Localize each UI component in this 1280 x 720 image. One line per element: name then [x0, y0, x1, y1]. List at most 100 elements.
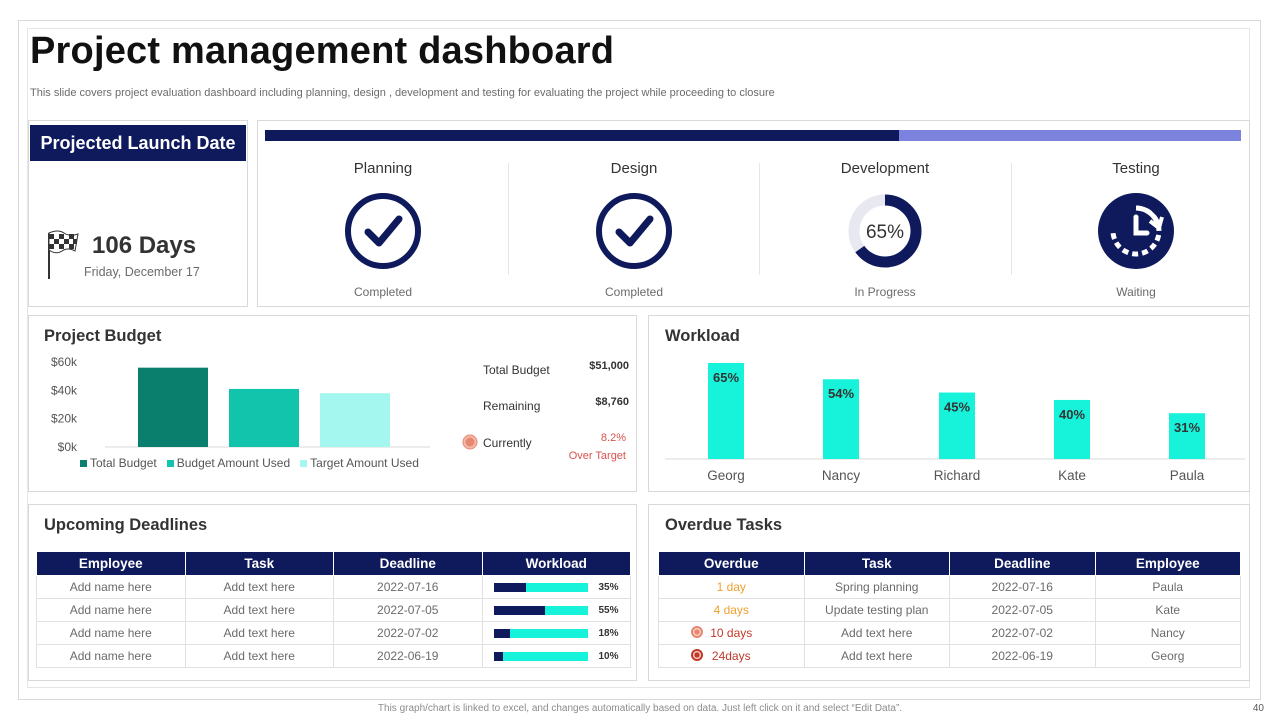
page-subtitle: This slide covers project evaluation das… — [30, 87, 775, 99]
divider — [759, 163, 760, 275]
workload-cell: 35% — [481, 575, 631, 599]
overall-progress-fill — [265, 130, 900, 141]
workload-bar — [708, 363, 744, 459]
x-tick-label: Georg — [707, 468, 745, 483]
workload-title: Workload — [665, 327, 740, 345]
remaining-value: $8,760 — [595, 396, 629, 408]
workload-percent: 10% — [598, 650, 619, 662]
employee-cell: Add name here — [36, 621, 186, 645]
data-label: 65% — [713, 370, 739, 385]
legend-label: Total Budget — [90, 456, 157, 470]
column-header: Task — [184, 551, 334, 576]
table-row: 10 days Add text here 2022-07-02 Nancy — [658, 621, 1241, 645]
phases-panel — [257, 120, 1250, 307]
data-label: 31% — [1174, 420, 1200, 435]
currently-label: Currently — [483, 436, 532, 450]
column-header: Workload — [481, 551, 631, 576]
phase-development: Development 65% In Progress — [760, 150, 1010, 299]
deadline-cell: 2022-06-19 — [949, 644, 1096, 668]
overdue-indicator-icon — [691, 649, 703, 661]
currently-value: 8.2% — [600, 432, 626, 444]
table-row: 24days Add text here 2022-06-19 Georg — [658, 644, 1241, 668]
task-cell: Add text here — [184, 575, 334, 599]
overdue-cell: 10 days — [658, 621, 805, 645]
donut-progress-icon: 65% — [848, 194, 922, 268]
page-title: Project management dashboard — [30, 30, 615, 72]
y-tick-label: $20k — [51, 412, 78, 426]
budget-bar-chart: $0k $20k $40k $60k — [51, 355, 430, 454]
task-cell: Add text here — [803, 644, 950, 668]
overdue-cell: 4 days — [658, 598, 805, 622]
deadlines-title: Upcoming Deadlines — [44, 516, 208, 534]
overdue-cell: 24days — [658, 644, 805, 668]
table-row: 1 day Spring planning 2022-07-16 Paula — [658, 575, 1241, 599]
table-header-row: Employee Task Deadline Workload — [36, 551, 631, 576]
data-label: 45% — [944, 400, 970, 415]
column-header: Deadline — [333, 551, 483, 576]
deadline-cell: 2022-07-02 — [333, 621, 483, 645]
workload-bar-chart: 65% Georg 54% Nancy 45% Richard 40% Kate 31% Paul… — [665, 363, 1245, 483]
workload-bar-fill — [493, 582, 527, 592]
employee-cell: Add name here — [36, 598, 186, 622]
workload-bar — [1054, 399, 1090, 459]
table-row: 4 days Update testing plan 2022-07-05 Ka… — [658, 598, 1241, 622]
deadline-cell: 2022-07-16 — [333, 575, 483, 599]
legend-swatch — [166, 460, 174, 468]
column-header: Overdue — [658, 551, 805, 576]
deadlines-table: Employee Task Deadline Workload Add name… — [36, 551, 631, 668]
total-budget-value: $51,000 — [589, 360, 629, 372]
phase-status: In Progress — [854, 285, 916, 299]
legend-swatch — [300, 460, 308, 468]
task-cell: Add text here — [184, 621, 334, 645]
remaining-label: Remaining — [483, 399, 541, 413]
days-remaining: 106 Days — [92, 232, 197, 259]
deadline-cell: 2022-06-19 — [333, 644, 483, 668]
deadline-cell: 2022-07-05 — [333, 598, 483, 622]
clock-refresh-icon — [1098, 193, 1174, 269]
task-cell: Add text here — [184, 598, 334, 622]
overdue-days: 10 days — [710, 626, 753, 640]
check-circle-icon — [345, 193, 421, 269]
overdue-days: 1 day — [716, 580, 746, 594]
deadline-cell: 2022-07-16 — [949, 575, 1096, 599]
column-header: Employee — [36, 551, 186, 576]
phase-planning: Planning Completed — [258, 150, 508, 299]
x-tick-label: Kate — [1058, 468, 1086, 483]
legend-label: Target Amount Used — [310, 456, 419, 470]
phase-status: Completed — [353, 285, 413, 299]
column-header: Employee — [1094, 551, 1241, 576]
workload-cell: 10% — [481, 644, 631, 668]
phase-status: Waiting — [1116, 285, 1156, 299]
footer-note: This graph/chart is linked to excel, and… — [377, 703, 903, 714]
overdue-table: Overdue Task Deadline Employee 1 day Spr… — [658, 551, 1241, 668]
page-number: 40 — [1252, 703, 1264, 714]
table-header-row: Overdue Task Deadline Employee — [658, 551, 1241, 576]
overdue-indicator-icon — [691, 626, 703, 638]
overdue-cell: 1 day — [658, 575, 805, 599]
y-tick-label: $60k — [51, 355, 78, 369]
phase-name: Testing — [1112, 160, 1160, 177]
data-label: 40% — [1059, 407, 1085, 422]
column-header: Deadline — [949, 551, 1096, 576]
budget-bar — [229, 388, 299, 447]
table-row: Add name here Add text here 2022-07-05 5… — [36, 598, 631, 622]
overdue-days: 24days — [711, 649, 751, 663]
budget-legend: Total Budget Budget Amount Used Target A… — [80, 456, 419, 470]
phase-design: Design Completed — [509, 150, 759, 299]
legend-item-total-budget: Total Budget — [80, 456, 157, 470]
legend-swatch — [80, 460, 87, 468]
budget-bar — [320, 393, 390, 447]
data-label: 54% — [828, 386, 854, 401]
table-row: Add name here Add text here 2022-07-02 1… — [36, 621, 631, 645]
employee-cell: Add name here — [36, 644, 186, 668]
divider — [1011, 163, 1012, 275]
employee-cell: Nancy — [1094, 621, 1241, 645]
task-cell: Add text here — [184, 644, 334, 668]
overdue-title: Overdue Tasks — [665, 516, 783, 534]
workload-bar — [493, 628, 588, 638]
legend-item-target-used: Target Amount Used — [300, 456, 419, 470]
phase-name: Design — [610, 160, 658, 177]
phase-testing: Testing Waiting — [1011, 150, 1261, 299]
workload-bar-fill — [493, 628, 511, 638]
divider — [508, 163, 509, 275]
